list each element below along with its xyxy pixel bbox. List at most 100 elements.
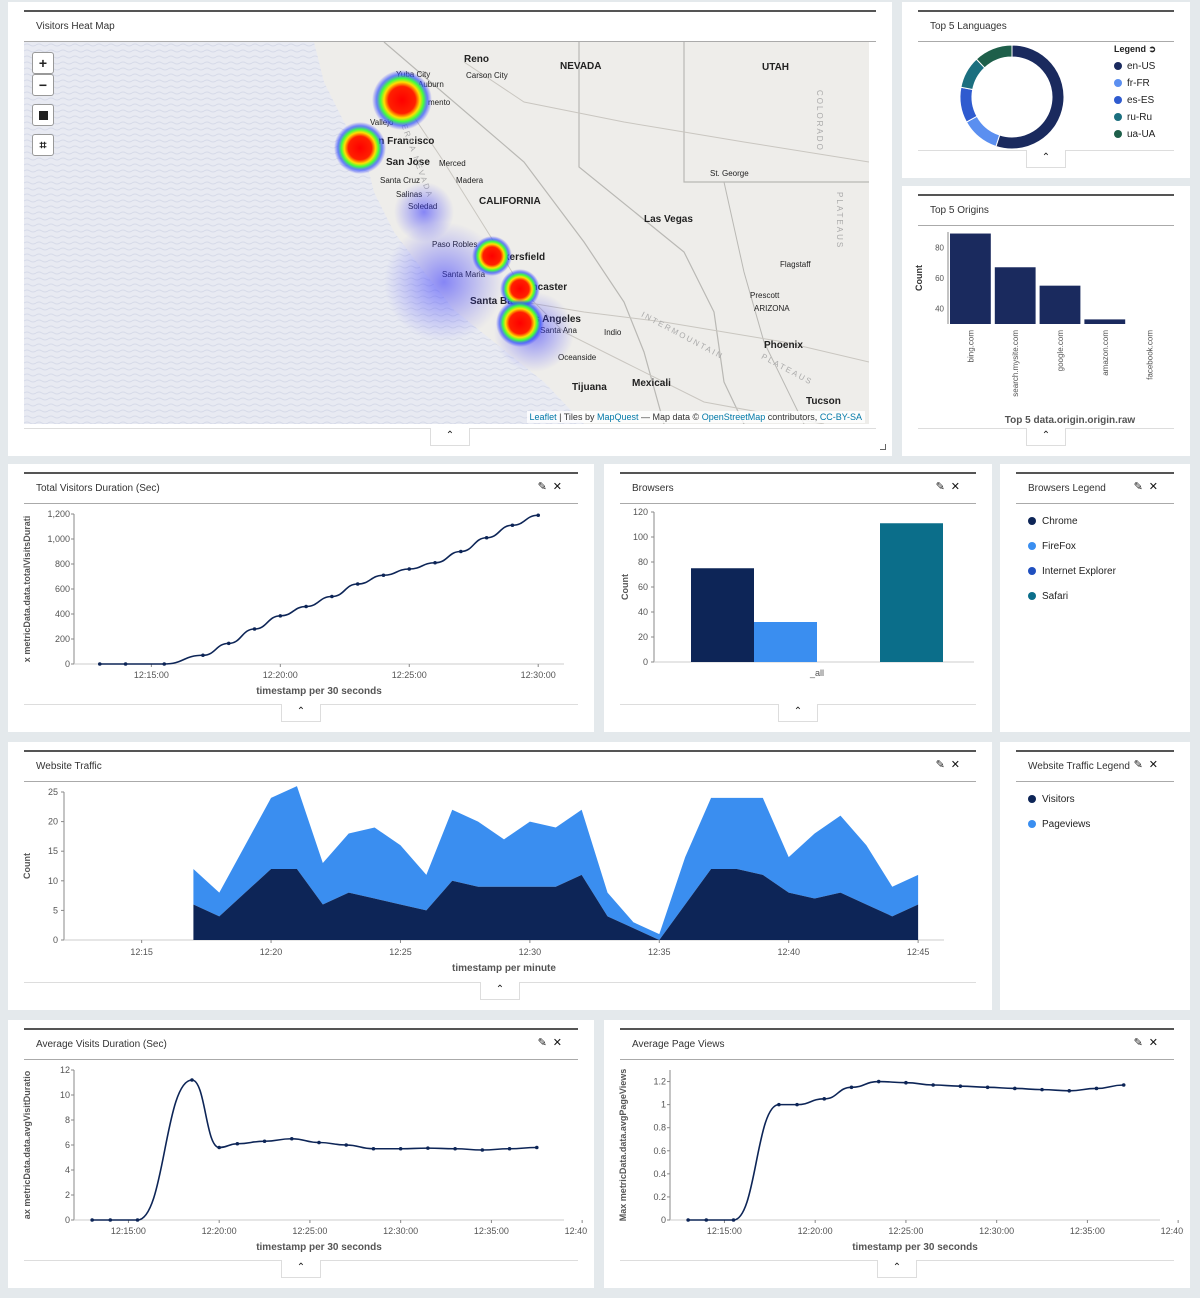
panel-footer: ⌃ bbox=[24, 982, 976, 1004]
y-tick-label: 120 bbox=[633, 507, 648, 517]
y-tick-label: 25 bbox=[48, 787, 58, 797]
x-tick-label: 12:25:00 bbox=[392, 670, 427, 680]
mapquest-link[interactable]: MapQuest bbox=[596, 412, 639, 422]
series-line bbox=[99, 514, 539, 665]
map-place-label: Las Vegas bbox=[644, 214, 693, 225]
close-icon[interactable]: ✕ bbox=[950, 759, 966, 771]
panel-header: Average Page Views ✎✕ bbox=[620, 1028, 1174, 1060]
close-icon[interactable]: ✕ bbox=[552, 481, 568, 493]
data-point bbox=[235, 1141, 240, 1146]
data-point bbox=[849, 1085, 854, 1090]
y-tick-label: 800 bbox=[55, 559, 70, 569]
map-place-label: Mexicali bbox=[632, 378, 671, 389]
legend-item[interactable]: Chrome bbox=[1028, 516, 1078, 527]
map-place-label: ARIZONA bbox=[754, 304, 790, 313]
edit-icon[interactable]: ✎ bbox=[1133, 481, 1149, 493]
x-tick-label: 12:30 bbox=[519, 947, 542, 957]
legend-item[interactable]: en-US bbox=[1114, 61, 1186, 72]
data-point bbox=[97, 662, 102, 666]
edit-icon[interactable]: ✎ bbox=[1133, 759, 1149, 771]
collapse-button[interactable]: ⌃ bbox=[877, 1260, 917, 1278]
y-tick-label: 1,200 bbox=[47, 509, 70, 519]
map-place-label: Oceanside bbox=[558, 353, 597, 362]
data-point bbox=[507, 1146, 512, 1151]
bar bbox=[1084, 319, 1126, 324]
edit-icon[interactable]: ✎ bbox=[537, 481, 553, 493]
draw-rectangle-button[interactable] bbox=[32, 104, 54, 126]
edit-icon[interactable]: ✎ bbox=[935, 759, 951, 771]
data-point bbox=[304, 604, 308, 609]
data-point bbox=[217, 1145, 221, 1150]
close-icon[interactable]: ✕ bbox=[1148, 481, 1164, 493]
pie-slice bbox=[995, 44, 1065, 150]
edit-icon[interactable]: ✎ bbox=[935, 481, 951, 493]
data-point bbox=[135, 1218, 140, 1222]
data-point bbox=[904, 1080, 908, 1085]
x-tick-label: search.mysite.com bbox=[1011, 330, 1020, 397]
osm-link[interactable]: OpenStreetMap bbox=[701, 412, 766, 422]
map-place-label: Tijuana bbox=[572, 382, 607, 393]
panel-header: Top 5 Origins bbox=[918, 194, 1174, 226]
collapse-button[interactable]: ⌃ bbox=[778, 704, 818, 722]
legend-title[interactable]: Legend ➲ bbox=[1114, 44, 1157, 54]
website-traffic-legend-panel: Website Traffic Legend ✎✕ Visitors Pagevi… bbox=[1000, 742, 1190, 1010]
legend-item[interactable]: ru-Ru bbox=[1114, 112, 1186, 123]
legend-dot bbox=[1028, 592, 1036, 600]
x-tick-label: 12:25 bbox=[389, 947, 412, 957]
legend-item[interactable]: Safari bbox=[1028, 591, 1068, 602]
legend-item[interactable]: Pageviews bbox=[1028, 819, 1090, 830]
x-tick-label: bing.com bbox=[966, 330, 975, 363]
legend-item[interactable]: es-ES bbox=[1114, 95, 1186, 106]
data-point bbox=[686, 1218, 690, 1222]
collapse-button[interactable]: ⌃ bbox=[1026, 150, 1066, 168]
legend-items: en-US fr-FR es-ES ru-Ru ua-UA bbox=[1114, 61, 1186, 140]
close-icon[interactable]: ✕ bbox=[950, 481, 966, 493]
edit-icon[interactable]: ✎ bbox=[1133, 1037, 1149, 1049]
collapse-button[interactable]: ⌃ bbox=[430, 428, 470, 446]
cc-link[interactable]: CC-BY-SA bbox=[819, 412, 862, 422]
data-point bbox=[108, 1218, 113, 1222]
x-tick-label: 12:15:00 bbox=[134, 670, 169, 680]
legend-item[interactable]: Internet Explorer bbox=[1028, 566, 1116, 577]
data-point bbox=[371, 1146, 376, 1151]
y-tick-label: 80 bbox=[935, 243, 944, 252]
arrow-circle-icon: ➲ bbox=[1148, 44, 1157, 54]
data-point bbox=[704, 1218, 709, 1222]
y-tick-label: 60 bbox=[638, 582, 648, 592]
y-tick-label: 0 bbox=[53, 935, 58, 945]
legend-item[interactable]: Visitors bbox=[1028, 794, 1075, 805]
collapse-button[interactable]: ⌃ bbox=[281, 704, 321, 722]
panel-header: Browsers ✎✕ bbox=[620, 472, 976, 504]
zoom-in-button[interactable]: + bbox=[32, 52, 54, 74]
collapse-button[interactable]: ⌃ bbox=[480, 982, 520, 1000]
close-icon[interactable]: ✕ bbox=[1148, 1037, 1164, 1049]
legend-item[interactable]: fr-FR bbox=[1114, 78, 1186, 89]
y-tick-label: 0.2 bbox=[653, 1192, 666, 1202]
browsers-panel: Browsers ✎✕ 0 20 40 60 80 100 120 Count _all ⌃ bbox=[604, 464, 992, 732]
x-tick-label: 12:20:00 bbox=[202, 1226, 237, 1236]
y-tick-label: 80 bbox=[638, 557, 648, 567]
collapse-button[interactable]: ⌃ bbox=[1026, 428, 1066, 446]
legend-item[interactable]: ua-UA bbox=[1114, 129, 1186, 140]
close-icon[interactable]: ✕ bbox=[1148, 759, 1164, 771]
collapse-button[interactable]: ⌃ bbox=[281, 1260, 321, 1278]
crop-button[interactable]: ⌗ bbox=[32, 134, 54, 156]
bar bbox=[754, 622, 817, 662]
x-tick-label: 12:20:00 bbox=[263, 670, 298, 680]
data-point bbox=[480, 1148, 485, 1152]
resize-handle[interactable] bbox=[880, 444, 886, 450]
data-point bbox=[90, 1218, 94, 1222]
y-tick-label: 1 bbox=[661, 1100, 666, 1110]
heat-layer bbox=[334, 70, 574, 372]
leaflet-link[interactable]: Leaflet bbox=[529, 412, 557, 422]
map-place-label: Madera bbox=[456, 176, 484, 185]
edit-icon[interactable]: ✎ bbox=[537, 1037, 553, 1049]
y-tick-label: 0 bbox=[643, 657, 648, 667]
y-tick-label: 8 bbox=[65, 1115, 70, 1125]
close-icon[interactable]: ✕ bbox=[552, 1037, 568, 1049]
zoom-out-button[interactable]: − bbox=[32, 74, 54, 96]
legend-label: Safari bbox=[1042, 591, 1069, 602]
map-place-label: Santa Cruz bbox=[380, 176, 421, 185]
legend-item[interactable]: FireFox bbox=[1028, 541, 1076, 552]
